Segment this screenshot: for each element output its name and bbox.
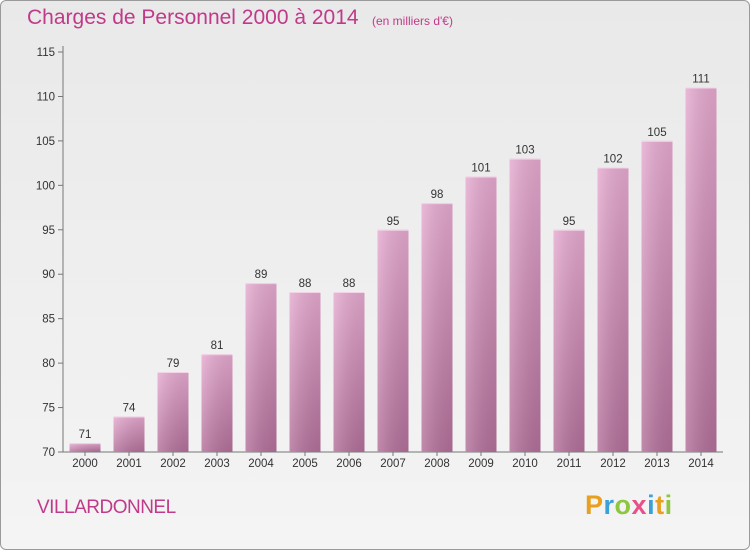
x-tick-label: 2001 [116,458,142,470]
bar-shade-2002 [157,372,189,452]
value-label-2007: 95 [387,216,400,228]
x-tick-label: 2008 [424,458,450,470]
chart-title: Charges de Personnel 2000 à 2014 [27,6,359,29]
x-tick-label: 2009 [468,458,494,470]
bar-shade-2005 [289,292,321,452]
bar-shade-2006 [333,292,365,452]
value-label-2000: 71 [79,429,92,441]
bar-shade-2001 [113,416,145,452]
y-tick-label: 70 [42,447,55,459]
value-label-2010: 103 [515,145,534,157]
bar-shade-2010 [509,158,541,452]
commune-name: VILLARDONNEL [37,497,176,518]
proxiti-logo[interactable]: Proxiti [585,490,673,520]
value-label-2005: 88 [299,278,312,290]
value-label-2013: 105 [647,127,666,139]
chart-subtitle: (en milliers d'€) [372,14,453,28]
x-tick-label: 2011 [557,458,582,470]
bar-shade-2004 [245,283,277,452]
value-label-2011: 95 [563,216,576,228]
bar-shade-2009 [465,176,497,452]
bar-shade-2000 [69,443,101,452]
y-tick-label: 85 [42,314,55,326]
x-tick-label: 2003 [204,458,230,470]
value-label-2014: 111 [692,74,709,86]
bar-shade-2003 [201,354,233,452]
y-tick-label: 90 [42,269,55,281]
bar-shade-2008 [421,203,453,452]
x-tick-label: 2004 [248,458,274,470]
x-tick-label: 2006 [336,458,362,470]
x-tick-label: 2000 [72,458,98,470]
bar-shade-2012 [597,167,629,453]
bar-shade-2011 [553,229,585,452]
value-label-2003: 81 [211,340,224,352]
bar-shade-2014 [685,87,717,453]
x-tick-label: 2007 [380,458,406,470]
y-tick-label: 110 [37,91,55,103]
value-label-2012: 102 [603,154,622,166]
bar-shade-2013 [641,140,673,452]
y-tick-label: 75 [42,403,55,415]
value-label-2004: 89 [255,269,268,281]
bar-shade-2007 [377,229,409,452]
x-tick-label: 2014 [688,458,714,470]
value-label-2008: 98 [431,189,444,201]
y-tick-label: 80 [42,358,55,370]
y-tick-label: 115 [37,47,55,59]
value-label-2002: 79 [167,358,180,370]
x-tick-label: 2010 [512,458,538,470]
y-tick-label: 100 [36,180,55,192]
x-tick-label: 2002 [160,458,186,470]
value-label-2001: 74 [123,402,136,414]
y-tick-label: 105 [36,136,55,148]
x-tick-label: 2013 [644,458,670,470]
chart-bars [69,87,717,453]
value-label-2006: 88 [343,278,356,290]
value-label-2009: 101 [471,162,490,174]
x-tick-label: 2012 [600,458,626,470]
x-tick-label: 2005 [292,458,318,470]
chart-labels: 2000 71 2001 74 2002 79 2003 81 2004 89 2005 88 2006… [72,74,714,470]
y-tick-label: 95 [42,225,55,237]
